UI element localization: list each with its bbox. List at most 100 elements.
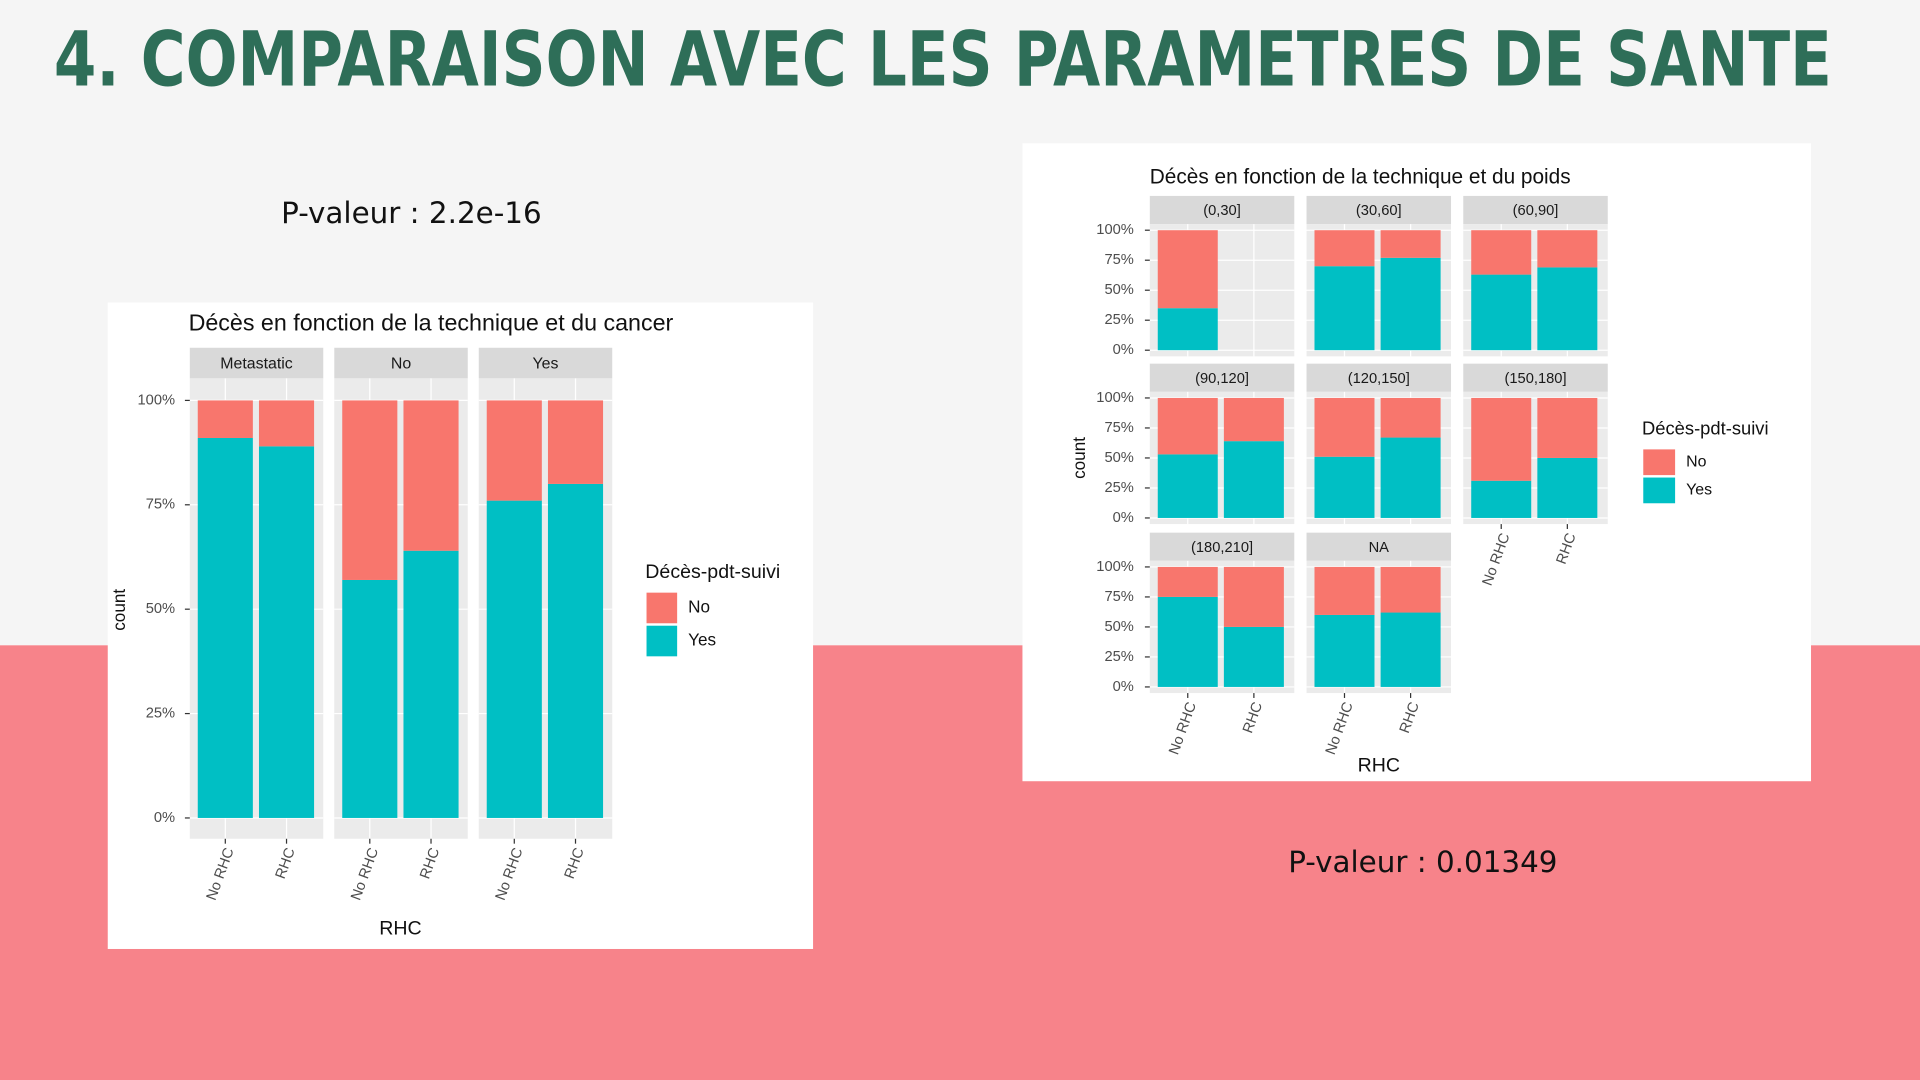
- bar-segment: [342, 579, 398, 818]
- bar-segment: [486, 400, 542, 501]
- p-value: P-valeur : 2.2e-16: [281, 196, 542, 230]
- chart-title: Décès en fonction de la technique et du …: [1150, 166, 1571, 189]
- legend-label: Yes: [688, 630, 716, 650]
- y-tick-label: 0%: [1113, 510, 1134, 526]
- legend-title: Décès-pdt-suivi: [645, 561, 780, 583]
- facet-label: (60,90]: [1513, 203, 1559, 219]
- bar-segment: [1380, 612, 1441, 687]
- y-axis-title: count: [1069, 437, 1089, 479]
- bar-segment: [1314, 230, 1375, 267]
- bar-segment: [1314, 397, 1375, 457]
- facet-strip: [1149, 532, 1295, 561]
- bar-segment: [1380, 257, 1441, 351]
- bar-segment: [1157, 566, 1218, 597]
- y-tick-label: 100%: [1096, 390, 1134, 406]
- bar-segment: [258, 400, 315, 447]
- bar-segment: [1471, 230, 1532, 275]
- y-tick-label: 0%: [1113, 679, 1134, 695]
- bar-segment: [486, 500, 542, 818]
- x-axis-title: RHC: [1358, 754, 1400, 776]
- facet-strip: [1306, 363, 1452, 392]
- facet-strip: [1306, 195, 1452, 225]
- legend-key: [646, 592, 678, 624]
- x-axis-title: RHC: [379, 917, 421, 939]
- bar-segment: [1223, 566, 1284, 627]
- y-tick-label: 75%: [1104, 252, 1133, 268]
- y-tick-label: 75%: [1104, 589, 1133, 605]
- bar-segment: [1157, 397, 1218, 455]
- bar-segment: [1157, 454, 1218, 518]
- facet-strip: [1463, 363, 1608, 392]
- legend-key: [1643, 449, 1676, 476]
- facet-strip: [189, 347, 324, 379]
- bar-segment: [1471, 480, 1532, 518]
- y-tick-label: 50%: [1104, 619, 1133, 635]
- y-tick-label: 25%: [1104, 480, 1133, 496]
- bar-segment: [258, 446, 315, 818]
- facet-label: (90,120]: [1195, 371, 1249, 387]
- bar-segment: [1380, 397, 1441, 438]
- facet-label: No: [391, 355, 411, 372]
- y-tick-label: 50%: [1104, 450, 1133, 466]
- legend-key: [1643, 477, 1676, 504]
- bar-segment: [1380, 437, 1441, 518]
- y-tick-label: 25%: [1104, 649, 1133, 665]
- slide-title: 4. COMPARAISON AVEC LES PARAMETRES DE SA…: [54, 16, 1832, 104]
- legend-label: No: [1686, 453, 1706, 470]
- facet-label: (180,210]: [1191, 540, 1253, 556]
- bar-segment: [342, 400, 398, 580]
- facet-label: (120,150]: [1348, 371, 1410, 387]
- chart-title: Décès en fonction de la technique et du …: [189, 310, 674, 336]
- facet-label: (150,180]: [1504, 371, 1566, 387]
- bar-segment: [197, 400, 253, 438]
- y-tick-label: 100%: [1096, 559, 1134, 575]
- bar-segment: [547, 483, 604, 818]
- y-tick-label: 25%: [146, 705, 175, 721]
- facet-strip: [1149, 195, 1295, 225]
- bar-segment: [1314, 566, 1375, 615]
- legend-title: Décès-pdt-suivi: [1642, 418, 1769, 439]
- facet-label: NA: [1369, 540, 1390, 556]
- bar-segment: [1157, 596, 1218, 687]
- bar-segment: [1157, 230, 1218, 309]
- facet-label: Metastatic: [220, 355, 293, 372]
- y-tick-label: 25%: [1104, 312, 1133, 328]
- bar-segment: [1223, 397, 1284, 442]
- bar-segment: [1471, 397, 1532, 481]
- p-value: P-valeur : 0.01349: [1288, 845, 1557, 879]
- facet-label: Yes: [533, 355, 559, 372]
- facet-strip: [1463, 195, 1608, 225]
- y-tick-label: 50%: [1104, 282, 1133, 298]
- facet-strip: [1306, 532, 1452, 561]
- bar-segment: [1314, 614, 1375, 687]
- facet-label: (0,30]: [1203, 203, 1241, 219]
- bar-segment: [1314, 456, 1375, 518]
- y-tick-label: 100%: [138, 392, 176, 408]
- bar-segment: [1471, 274, 1532, 351]
- y-axis-title: count: [109, 589, 129, 631]
- bar-segment: [1537, 397, 1598, 458]
- facet-strip: [334, 347, 468, 379]
- facet-strip: [1149, 363, 1295, 392]
- legend-label: No: [688, 596, 710, 616]
- legend-label: Yes: [1686, 482, 1712, 499]
- facet-label: (30,60]: [1356, 203, 1402, 219]
- y-tick-label: 100%: [1096, 222, 1134, 238]
- bar-segment: [1380, 230, 1441, 258]
- bar-segment: [1537, 230, 1598, 268]
- bar-segment: [1380, 566, 1441, 613]
- bar-segment: [547, 400, 604, 484]
- bar-segment: [197, 437, 253, 818]
- y-tick-label: 75%: [146, 497, 175, 513]
- y-tick-label: 75%: [1104, 420, 1133, 436]
- y-tick-label: 0%: [1113, 342, 1134, 358]
- bar-segment: [1157, 308, 1218, 351]
- facet-strip: [478, 347, 613, 379]
- y-tick-label: 50%: [146, 601, 175, 617]
- bar-segment: [1223, 441, 1284, 518]
- bar-segment: [1223, 626, 1284, 687]
- bar-segment: [403, 400, 459, 551]
